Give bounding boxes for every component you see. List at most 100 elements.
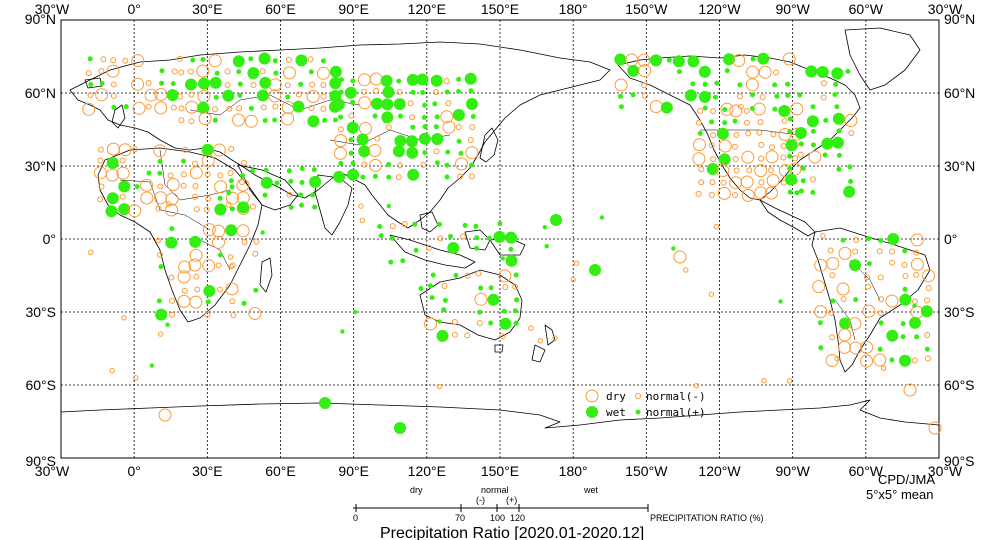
- dry-marker: [177, 270, 191, 284]
- dry-marker: [192, 183, 199, 190]
- wet-marker: [589, 264, 601, 276]
- longitude-labels-bottom: 30°W 0° 30°E 60°E 90°E 120°E 150°E 180° 150°W 120…: [35, 463, 963, 479]
- wet-marker: [912, 303, 917, 308]
- dry-marker: [361, 88, 367, 95]
- dry-marker: [320, 105, 327, 112]
- longitude-labels-top: 30°W 0° 30°E 60°E 90°E 120°E 150°E 180° 150°W 120…: [35, 1, 963, 17]
- dry-marker: [268, 78, 282, 92]
- wet-marker: [329, 65, 342, 78]
- lat-label-right: 60°N: [944, 85, 975, 101]
- lat-label-left: 30°S: [25, 304, 56, 320]
- wet-marker: [456, 138, 462, 144]
- wet-marker: [212, 117, 218, 123]
- dry-marker: [781, 117, 788, 124]
- wet-marker: [845, 68, 851, 74]
- dry-marker: [281, 112, 295, 126]
- dry-marker: [165, 203, 179, 217]
- dry-marker: [284, 82, 291, 89]
- wet-marker: [800, 165, 806, 171]
- dry-marker: [913, 249, 920, 256]
- wet-marker: [288, 204, 294, 210]
- dry-marker: [642, 92, 648, 99]
- dry-marker: [878, 296, 884, 303]
- dry-marker: [754, 164, 768, 178]
- wet-marker: [737, 82, 743, 88]
- dry-marker: [433, 89, 440, 96]
- wet-marker: [772, 82, 778, 88]
- dry-marker: [158, 331, 164, 337]
- dry-marker: [307, 56, 314, 63]
- wet-marker: [386, 174, 392, 180]
- dry-marker: [252, 250, 259, 257]
- wet-marker: [444, 174, 450, 180]
- dry-marker: [708, 291, 715, 297]
- wet-marker: [787, 116, 793, 122]
- wet-marker: [878, 320, 884, 326]
- wet-marker: [229, 184, 235, 190]
- dry-marker: [716, 164, 730, 177]
- dry-marker: [928, 421, 942, 435]
- dry-marker: [228, 145, 235, 152]
- wet-marker: [787, 165, 793, 171]
- wet-marker: [258, 52, 271, 65]
- dry-marker: [202, 259, 216, 273]
- wet-marker: [444, 89, 450, 95]
- wet-marker: [350, 160, 356, 166]
- wet-marker: [156, 298, 162, 304]
- scale-tick-120: 120: [510, 513, 525, 523]
- wet-marker: [822, 152, 828, 158]
- dry-marker: [889, 248, 895, 255]
- wet-marker: [146, 170, 152, 176]
- wet-marker: [713, 94, 718, 100]
- dry-marker: [768, 167, 774, 174]
- wet-marker: [106, 156, 119, 169]
- wet-marker: [878, 238, 884, 243]
- lon-label-bottom: 180°: [559, 463, 588, 479]
- dry-marker: [236, 105, 243, 112]
- wet-marker: [247, 67, 260, 80]
- dry-marker: [171, 68, 178, 75]
- lon-label-top: 60°E: [265, 1, 296, 17]
- wet-marker: [274, 180, 280, 186]
- lon-label-bottom: 120°W: [698, 463, 741, 479]
- wet-marker: [437, 319, 442, 324]
- wet-marker: [722, 107, 728, 112]
- dry-marker: [85, 70, 92, 77]
- wet-marker: [470, 114, 476, 119]
- wet-marker: [350, 78, 356, 84]
- dry-marker: [244, 114, 258, 128]
- dry-marker: [733, 167, 740, 174]
- latitude-labels-left: 90°N 60°N 30°N 0° 30°S 60°S 90°S: [25, 11, 56, 469]
- dry-marker: [862, 304, 876, 318]
- legend-normal-minus-label: normal(-): [646, 390, 706, 403]
- dry-marker: [316, 66, 330, 80]
- wet-marker: [544, 244, 549, 249]
- wet-marker: [389, 235, 395, 241]
- dry-marker: [212, 235, 225, 249]
- dry-marker: [442, 120, 456, 134]
- dry-marker: [570, 277, 576, 283]
- dry-marker: [502, 284, 509, 291]
- dry-marker: [189, 295, 203, 309]
- dry-marker: [145, 103, 152, 110]
- wet-marker: [889, 357, 895, 363]
- wet-marker: [299, 180, 305, 185]
- wet-marker: [298, 192, 304, 198]
- legend-normal-minus-symbol: [635, 393, 641, 399]
- wet-marker: [477, 309, 483, 315]
- dry-marker: [82, 102, 96, 116]
- wet-marker: [716, 127, 729, 140]
- dry-marker: [249, 203, 256, 210]
- dry-marker: [838, 340, 851, 354]
- dry-marker: [848, 130, 855, 137]
- dry-marker: [98, 183, 105, 190]
- wet-marker: [671, 246, 676, 251]
- wet-marker: [847, 164, 853, 170]
- wet-marker: [410, 89, 416, 95]
- wet-marker: [698, 65, 711, 78]
- wet-marker: [237, 92, 243, 98]
- wet-marker: [214, 70, 220, 76]
- dry-marker: [285, 56, 292, 63]
- wet-marker: [134, 184, 140, 190]
